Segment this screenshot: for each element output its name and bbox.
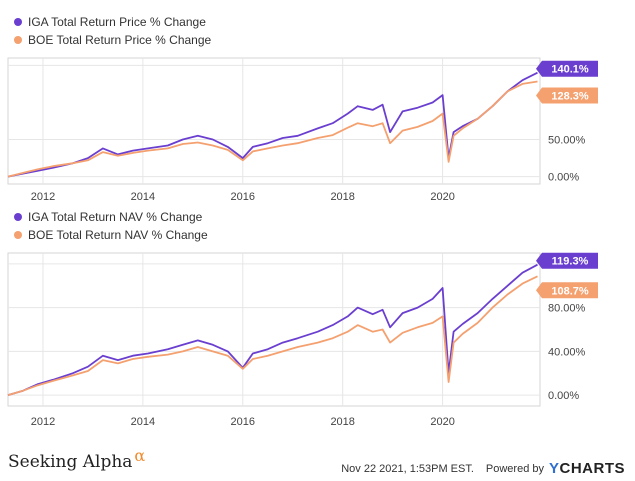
legend-top: IGA Total Return Price % Change BOE Tota… (14, 13, 211, 49)
legend-label: IGA Total Return NAV % Change (28, 210, 203, 224)
x-tick-label: 2020 (430, 191, 454, 203)
last-value-label: 119.3% (552, 256, 589, 268)
x-tick-label: 2016 (231, 191, 255, 203)
legend-label: BOE Total Return Price % Change (28, 33, 212, 47)
x-tick-label: 2020 (430, 416, 454, 428)
legend-item-iga-nav: IGA Total Return NAV % Change (14, 208, 208, 226)
legend-dot-iga (14, 18, 22, 26)
x-tick-label: 2018 (330, 416, 354, 428)
seeking-alpha-text: Seeking Alpha (8, 452, 133, 472)
last-value-label: 108.7% (551, 285, 589, 297)
x-tick-label: 2012 (31, 416, 55, 428)
last-value-badge (536, 282, 598, 299)
legend-bottom: IGA Total Return NAV % Change BOE Total … (14, 208, 208, 244)
series-line (7, 263, 538, 396)
footer-credits: Nov 22 2021, 1:53PM EST. Powered by YCHA… (341, 460, 625, 477)
ycharts-y: Y (548, 460, 560, 477)
timestamp: Nov 22 2021, 1:53PM EST. (341, 462, 474, 475)
x-tick-label: 2014 (131, 416, 155, 428)
y-tick-label: 0.00% (548, 390, 579, 402)
legend-dot-boe (14, 231, 22, 239)
last-value-badge (536, 87, 598, 104)
seeking-alpha-logo: Seeking Alpha α (8, 446, 145, 472)
legend-label: BOE Total Return NAV % Change (28, 228, 208, 242)
legend-item-iga-price: IGA Total Return Price % Change (14, 13, 211, 31)
y-tick-label: 80.00% (548, 303, 586, 315)
plot-frame (7, 252, 541, 407)
legend-item-boe-nav: BOE Total Return NAV % Change (14, 226, 208, 244)
series-line (7, 275, 538, 396)
legend-label: IGA Total Return Price % Change (28, 15, 206, 29)
x-tick-label: 2018 (330, 191, 354, 203)
last-value-badge (536, 60, 598, 77)
series-line (7, 80, 538, 178)
last-value-badge (536, 252, 598, 269)
legend-dot-iga (14, 213, 22, 221)
legend-dot-boe (14, 36, 22, 44)
y-tick-label: 40.00% (548, 346, 586, 358)
y-tick-label: 50.00% (548, 135, 586, 147)
plot-frame (7, 57, 541, 185)
x-tick-label: 2016 (231, 416, 255, 428)
powered-by-label: Powered by (485, 462, 544, 475)
legend-item-boe-price: BOE Total Return Price % Change (14, 31, 211, 49)
last-value-label: 140.1% (551, 64, 589, 76)
x-tick-label: 2012 (31, 191, 55, 203)
ycharts-rest: CHARTS (559, 460, 625, 477)
x-tick-label: 2014 (131, 191, 155, 203)
y-tick-label: 0.00% (548, 172, 579, 184)
ycharts-logo: YCHARTS (549, 460, 625, 477)
alpha-symbol: α (134, 446, 146, 465)
last-value-label: 128.3% (551, 90, 589, 102)
